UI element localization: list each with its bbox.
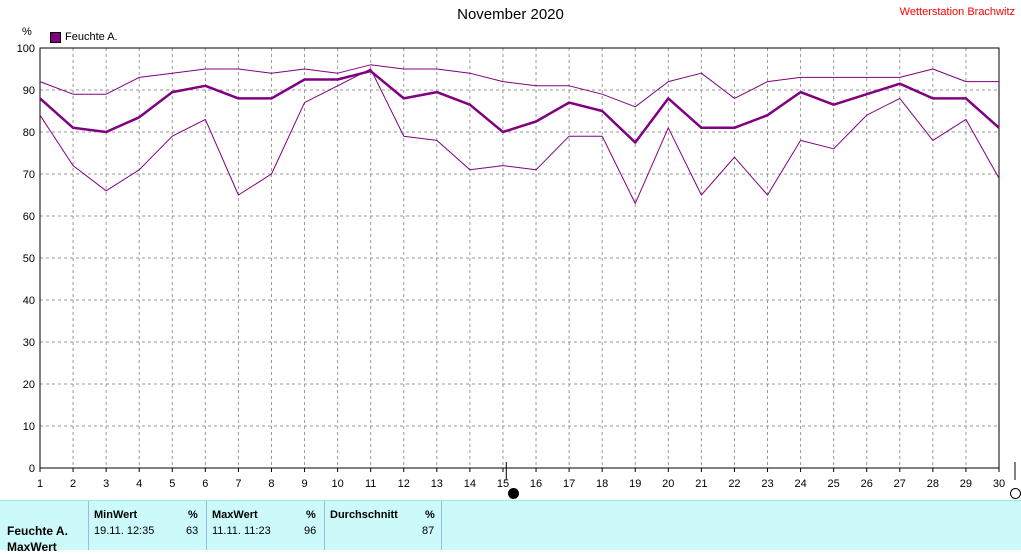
legend-label: Feuchte A. <box>65 31 118 43</box>
legend-swatch <box>50 31 61 43</box>
x-tick-label: 2 <box>70 478 76 490</box>
y-tick-label: 60 <box>23 211 35 223</box>
cursor-marker-filled[interactable] <box>508 488 519 499</box>
min-value: 63 <box>186 525 199 537</box>
min-header: MinWert <box>94 509 138 521</box>
x-tick-label: 1 <box>37 478 43 490</box>
y-axis-unit: % <box>22 26 32 38</box>
x-tick-label: 4 <box>136 478 142 490</box>
x-tick-label: 17 <box>563 478 575 490</box>
x-tick-label: 13 <box>431 478 443 490</box>
x-tick-label: 26 <box>861 478 873 490</box>
x-tick-label: 8 <box>268 478 274 490</box>
chart-title: November 2020 <box>457 6 564 23</box>
y-tick-label: 10 <box>23 421 35 433</box>
plot-frame <box>39 47 1000 469</box>
y-tick-label: 40 <box>23 295 35 307</box>
x-tick-label: 12 <box>398 478 410 490</box>
stats-min-column: MinWert % 19.11. 12:35 63 <box>88 501 207 550</box>
avg-value: 87 <box>422 525 435 537</box>
series-line-min <box>39 68 1000 204</box>
x-tick-label: 6 <box>202 478 208 490</box>
y-tick-label: 50 <box>23 253 35 265</box>
x-tick-label: 23 <box>761 478 773 490</box>
y-tick-label: 70 <box>23 169 35 181</box>
series-line-max <box>39 64 999 108</box>
avg-header: Durchschnitt <box>330 509 398 521</box>
x-tick-label: 24 <box>794 478 806 490</box>
min-date: 19.11. 12:35 <box>94 525 155 537</box>
y-tick-label: 100 <box>17 43 35 55</box>
stats-panel: Feuchte A. MaxWert MinWert % 19.11. 12:3… <box>0 500 1021 554</box>
y-tick-label: 0 <box>29 463 35 475</box>
series-line-average <box>39 69 1000 144</box>
x-tick-label: 18 <box>596 478 608 490</box>
x-tick-label: 11 <box>365 478 376 490</box>
min-unit: % <box>188 509 198 521</box>
max-value: 96 <box>304 525 317 537</box>
stats-avg-column: Durchschnitt % 87 <box>324 501 442 550</box>
x-tick-label: 27 <box>894 478 906 490</box>
x-tick-label: 5 <box>169 478 175 490</box>
max-unit: % <box>306 509 316 521</box>
x-tick-label: 3 <box>103 478 109 490</box>
x-tick-label: 14 <box>464 478 476 490</box>
legend[interactable]: Feuchte A. <box>50 31 118 43</box>
x-tick-label: 20 <box>662 478 674 490</box>
x-tick-label: 15 <box>497 478 509 490</box>
x-tick-label: 30 <box>993 478 1005 490</box>
avg-unit: % <box>425 509 435 521</box>
x-tick-label: 25 <box>828 478 840 490</box>
y-tick-label: 20 <box>23 379 35 391</box>
x-tick-label: 10 <box>331 478 343 490</box>
stats-rowname-column: Feuchte A. MaxWert <box>0 501 89 554</box>
y-tick-label: 90 <box>23 85 35 97</box>
stats-row-label: Feuchte A. <box>7 524 68 538</box>
y-tick-label: 80 <box>23 127 35 139</box>
x-tick-label: 21 <box>695 478 707 490</box>
x-tick-label: 28 <box>927 478 939 490</box>
x-tick-label: 19 <box>629 478 641 490</box>
x-tick-label: 7 <box>235 478 241 490</box>
x-tick-label: 29 <box>960 478 972 490</box>
x-tick-label: 16 <box>530 478 542 490</box>
max-date: 11.11. 11:23 <box>212 525 271 537</box>
y-tick-label: 30 <box>23 337 35 349</box>
cursor-marker-empty[interactable] <box>1010 488 1021 499</box>
x-tick-label: 22 <box>728 478 740 490</box>
x-tick-label: 9 <box>301 478 307 490</box>
stats-max-column: MaxWert % 11.11. 11:23 96 <box>206 501 325 550</box>
max-header: MaxWert <box>212 509 258 521</box>
stats-row-label-2: MaxWert <box>7 540 57 554</box>
station-name[interactable]: Wetterstation Brachwitz <box>899 6 1015 18</box>
